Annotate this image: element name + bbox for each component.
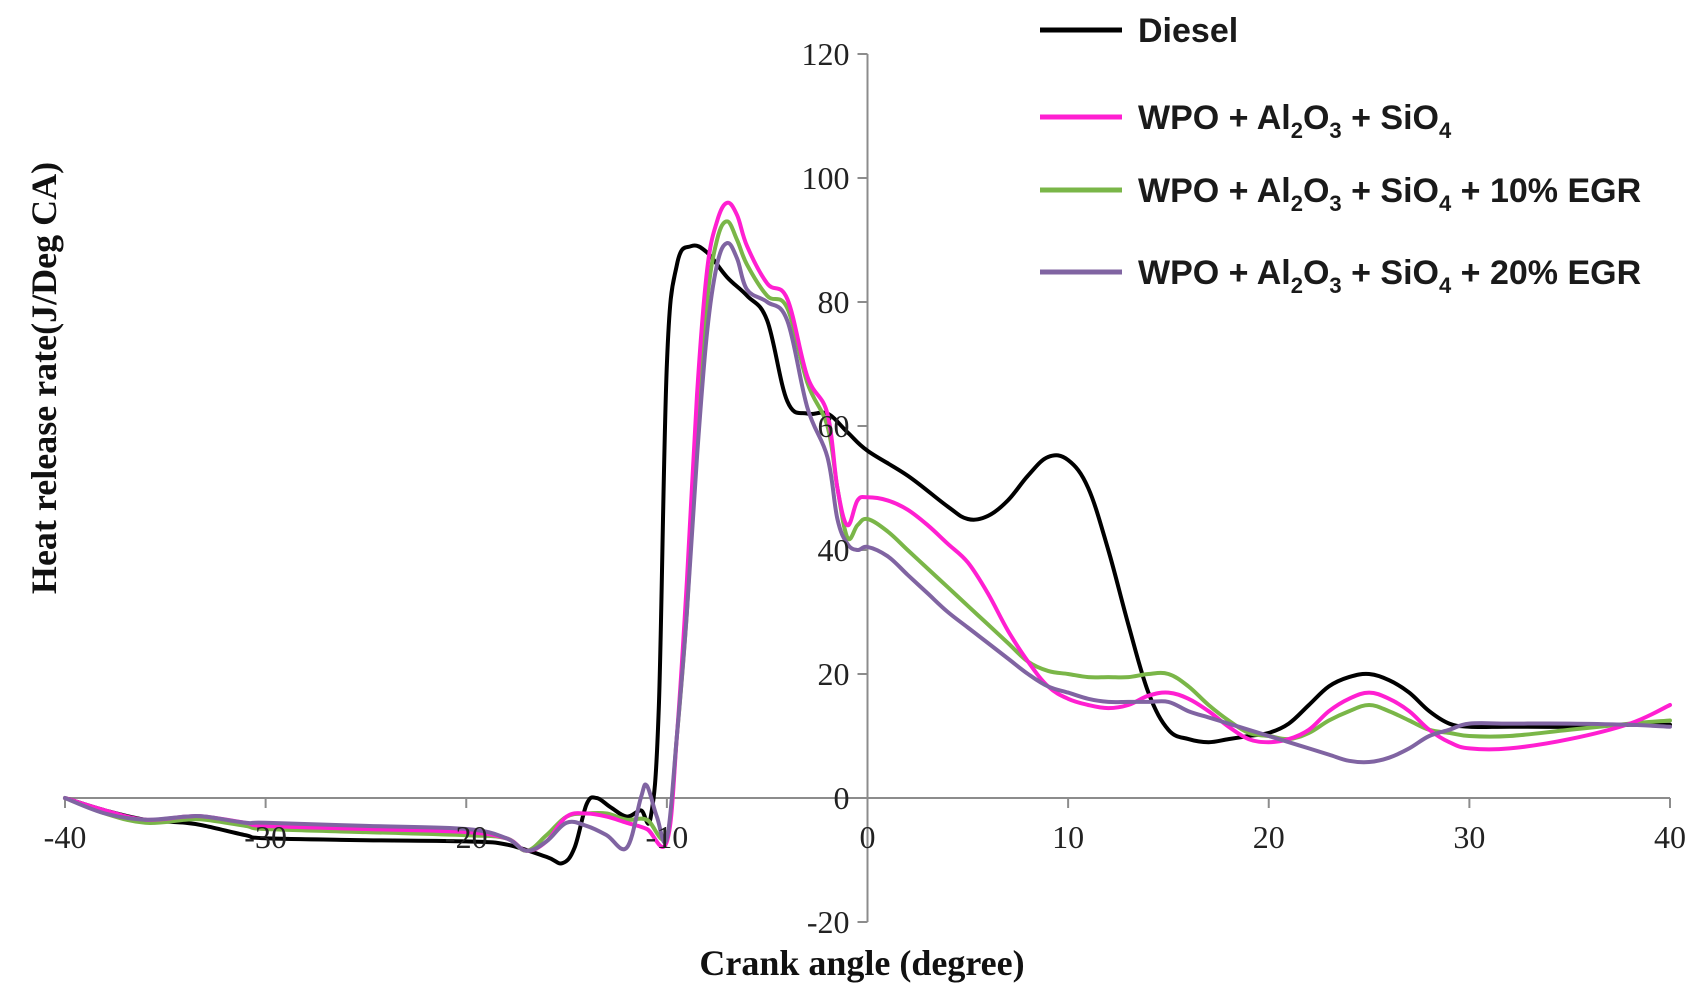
legend: Diesel WPO + Al2O3 + SiO4 WPO + Al2O3 + Si… (1040, 12, 1641, 298)
y-axis-title: Heat release rate(J/Deg CA) (24, 162, 64, 594)
x-tick-label: 40 (1654, 819, 1686, 855)
x-tick-label: 30 (1453, 819, 1485, 855)
y-tick-label: -20 (807, 904, 850, 940)
x-tick-label: -30 (244, 819, 287, 855)
y-tick-label: 80 (818, 284, 850, 320)
x-axis-title: Crank angle (degree) (699, 943, 1024, 983)
legend-label: WPO + Al2O3 + SiO4 + 20% EGR (1138, 254, 1641, 298)
axes (64, 53, 1671, 923)
y-tick-label: 0 (834, 780, 850, 816)
y-tick-label: 100 (802, 160, 850, 196)
x-tick-label: 20 (1253, 819, 1285, 855)
legend-label: Diesel (1138, 12, 1238, 50)
series-line-3 (63, 241, 1672, 853)
y-tick-label: 60 (818, 408, 850, 444)
y-tick-label: 120 (802, 36, 850, 72)
x-tick-label: 10 (1052, 819, 1084, 855)
x-tick-label: -10 (646, 819, 689, 855)
legend-label: WPO + Al2O3 + SiO4 + 10% EGR (1138, 172, 1641, 216)
x-tick-label: -20 (445, 819, 488, 855)
series-layer (63, 200, 1672, 866)
legend-label: WPO + Al2O3 + SiO4 (1138, 99, 1452, 143)
y-tick-label: 40 (818, 532, 850, 568)
series-line-0 (63, 243, 1672, 866)
series-line-2 (63, 219, 1672, 853)
x-tick-label: -40 (44, 819, 87, 855)
y-tick-label: 20 (818, 656, 850, 692)
x-tick-label: 0 (860, 819, 876, 855)
tick-labels: -40 -30 -20 -10 0 10 20 30 40 -20 0 20 40 60 80 100 120 (44, 36, 1686, 940)
